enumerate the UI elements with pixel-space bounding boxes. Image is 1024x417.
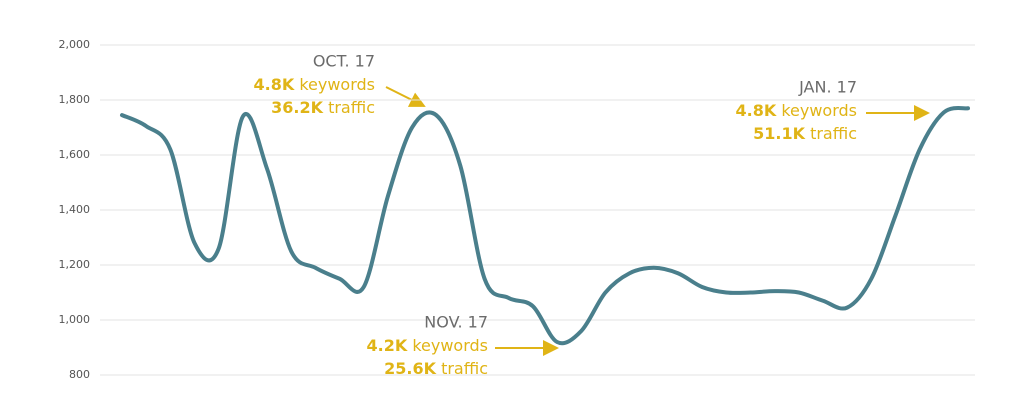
- arrows: [385, 86, 930, 356]
- keywords-label: keywords: [299, 75, 375, 94]
- keywords-label: keywords: [412, 336, 488, 355]
- traffic-value: 51.1K: [753, 124, 805, 143]
- annotation-date: JAN. 17: [798, 78, 857, 97]
- annotation-traffic: 25.6K traffic: [384, 359, 488, 378]
- y-tick-label: 800: [69, 368, 90, 381]
- y-tick-label: 2,000: [59, 38, 91, 51]
- annotation-traffic: 36.2K traffic: [271, 98, 375, 117]
- traffic-value: 25.6K: [384, 359, 436, 378]
- y-tick-label: 1,200: [59, 258, 91, 271]
- traffic-label: traffic: [328, 98, 375, 117]
- line: [120, 105, 970, 346]
- annotation-keywords: 4.8K keywords: [735, 101, 857, 120]
- keywords-label: keywords: [781, 101, 857, 120]
- y-tick-label: 1,400: [59, 203, 91, 216]
- annotation-keywords: 4.2K keywords: [366, 336, 488, 355]
- annotation-keywords: 4.8K keywords: [253, 75, 375, 94]
- y-tick-label: 1,000: [59, 313, 91, 326]
- keywords-value: 4.2K: [366, 336, 407, 355]
- keywords-value: 4.8K: [253, 75, 294, 94]
- annotation-traffic: 51.1K traffic: [753, 124, 857, 143]
- keywords-value: 4.8K: [735, 101, 776, 120]
- annotation-date: OCT. 17: [313, 52, 375, 71]
- y-tick-label: 1,800: [59, 93, 91, 106]
- y-tick-label: 1,600: [59, 148, 91, 161]
- traffic-label: traffic: [441, 359, 488, 378]
- annotation-date: NOV. 17: [424, 313, 488, 332]
- traffic-label: traffic: [810, 124, 857, 143]
- arrow: [385, 86, 426, 107]
- traffic-value: 36.2K: [271, 98, 323, 117]
